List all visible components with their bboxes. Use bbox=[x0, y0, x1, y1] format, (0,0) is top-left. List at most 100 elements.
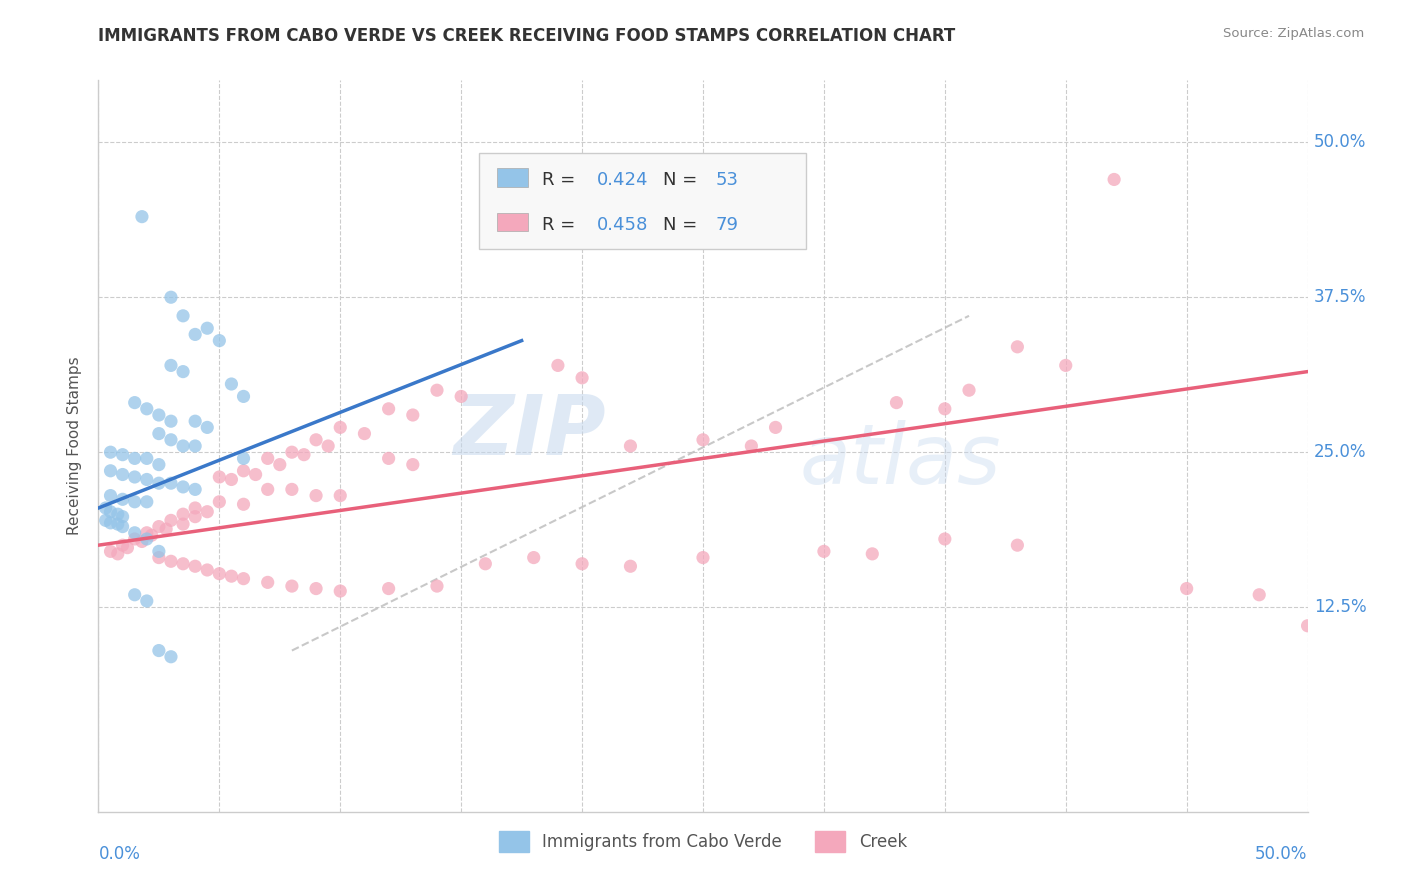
Point bbox=[131, 210, 153, 224]
Point bbox=[195, 563, 218, 577]
Text: R =: R = bbox=[543, 216, 582, 234]
Text: Source: ZipAtlas.com: Source: ZipAtlas.com bbox=[1223, 27, 1364, 40]
Point bbox=[172, 507, 194, 521]
Text: 25.0%: 25.0% bbox=[1313, 443, 1367, 461]
Point bbox=[131, 534, 153, 549]
Point bbox=[172, 557, 194, 571]
Point bbox=[329, 584, 352, 599]
Point bbox=[135, 525, 157, 540]
Point bbox=[111, 492, 134, 507]
Point bbox=[1054, 359, 1077, 373]
Point bbox=[111, 519, 134, 533]
Point bbox=[305, 582, 328, 596]
Text: 50.0%: 50.0% bbox=[1256, 845, 1308, 863]
Point bbox=[117, 541, 139, 555]
Point bbox=[135, 532, 157, 546]
Point bbox=[100, 505, 122, 519]
Point bbox=[426, 383, 449, 397]
Legend: Immigrants from Cabo Verde, Creek: Immigrants from Cabo Verde, Creek bbox=[492, 824, 914, 858]
Text: 53: 53 bbox=[716, 171, 738, 189]
Point bbox=[292, 448, 315, 462]
Point bbox=[377, 451, 399, 466]
Point bbox=[860, 547, 883, 561]
Point bbox=[184, 483, 207, 497]
Point bbox=[1007, 340, 1029, 354]
FancyBboxPatch shape bbox=[498, 213, 527, 231]
Point bbox=[94, 513, 117, 527]
Point bbox=[148, 550, 170, 565]
Point bbox=[281, 579, 304, 593]
Point bbox=[813, 544, 835, 558]
Point bbox=[934, 532, 956, 546]
Point bbox=[135, 451, 157, 466]
Point bbox=[172, 309, 194, 323]
Point bbox=[221, 473, 243, 487]
Point bbox=[474, 557, 496, 571]
Point bbox=[256, 575, 278, 590]
Point bbox=[172, 365, 194, 379]
Y-axis label: Receiving Food Stamps: Receiving Food Stamps bbox=[67, 357, 83, 535]
Point bbox=[256, 451, 278, 466]
Point bbox=[160, 554, 183, 568]
Point bbox=[886, 395, 908, 409]
Text: atlas: atlas bbox=[800, 420, 1001, 501]
Point bbox=[100, 516, 122, 530]
Text: 50.0%: 50.0% bbox=[1313, 133, 1367, 152]
Point bbox=[1249, 588, 1271, 602]
Point bbox=[221, 569, 243, 583]
Point bbox=[450, 389, 472, 403]
Point bbox=[148, 643, 170, 657]
Point bbox=[184, 327, 207, 342]
Point bbox=[148, 426, 170, 441]
Point bbox=[571, 371, 593, 385]
Point bbox=[107, 547, 129, 561]
FancyBboxPatch shape bbox=[498, 169, 527, 186]
Point bbox=[329, 489, 352, 503]
Point bbox=[160, 476, 183, 491]
Point bbox=[124, 532, 146, 546]
Text: 0.0%: 0.0% bbox=[98, 845, 141, 863]
Point bbox=[305, 489, 328, 503]
Point bbox=[184, 439, 207, 453]
Point bbox=[232, 497, 254, 511]
Point bbox=[172, 517, 194, 532]
Point bbox=[135, 473, 157, 487]
Text: 0.458: 0.458 bbox=[596, 216, 648, 234]
Point bbox=[221, 377, 243, 392]
Text: 12.5%: 12.5% bbox=[1313, 599, 1367, 616]
Point bbox=[124, 470, 146, 484]
Point bbox=[305, 433, 328, 447]
Point bbox=[740, 439, 762, 453]
Point bbox=[402, 408, 425, 422]
Point bbox=[111, 448, 134, 462]
Point bbox=[208, 334, 231, 348]
Point bbox=[329, 420, 352, 434]
Point bbox=[111, 509, 134, 524]
Point bbox=[571, 557, 593, 571]
Point bbox=[148, 544, 170, 558]
Point bbox=[135, 495, 157, 509]
Point bbox=[377, 582, 399, 596]
Point bbox=[160, 359, 183, 373]
Point bbox=[184, 509, 207, 524]
Point bbox=[619, 559, 641, 574]
Point bbox=[107, 517, 129, 532]
Point bbox=[256, 483, 278, 497]
Point bbox=[100, 544, 122, 558]
Point bbox=[208, 566, 231, 581]
Point bbox=[232, 451, 254, 466]
Point bbox=[957, 383, 980, 397]
Point bbox=[100, 489, 122, 503]
Point bbox=[160, 414, 183, 428]
Point bbox=[232, 464, 254, 478]
Point bbox=[148, 476, 170, 491]
Point bbox=[619, 439, 641, 453]
Point bbox=[124, 395, 146, 409]
Point bbox=[184, 500, 207, 515]
Point bbox=[160, 433, 183, 447]
Point bbox=[765, 420, 787, 434]
Point bbox=[402, 458, 425, 472]
Point bbox=[692, 550, 714, 565]
Point bbox=[124, 451, 146, 466]
Point bbox=[148, 519, 170, 533]
